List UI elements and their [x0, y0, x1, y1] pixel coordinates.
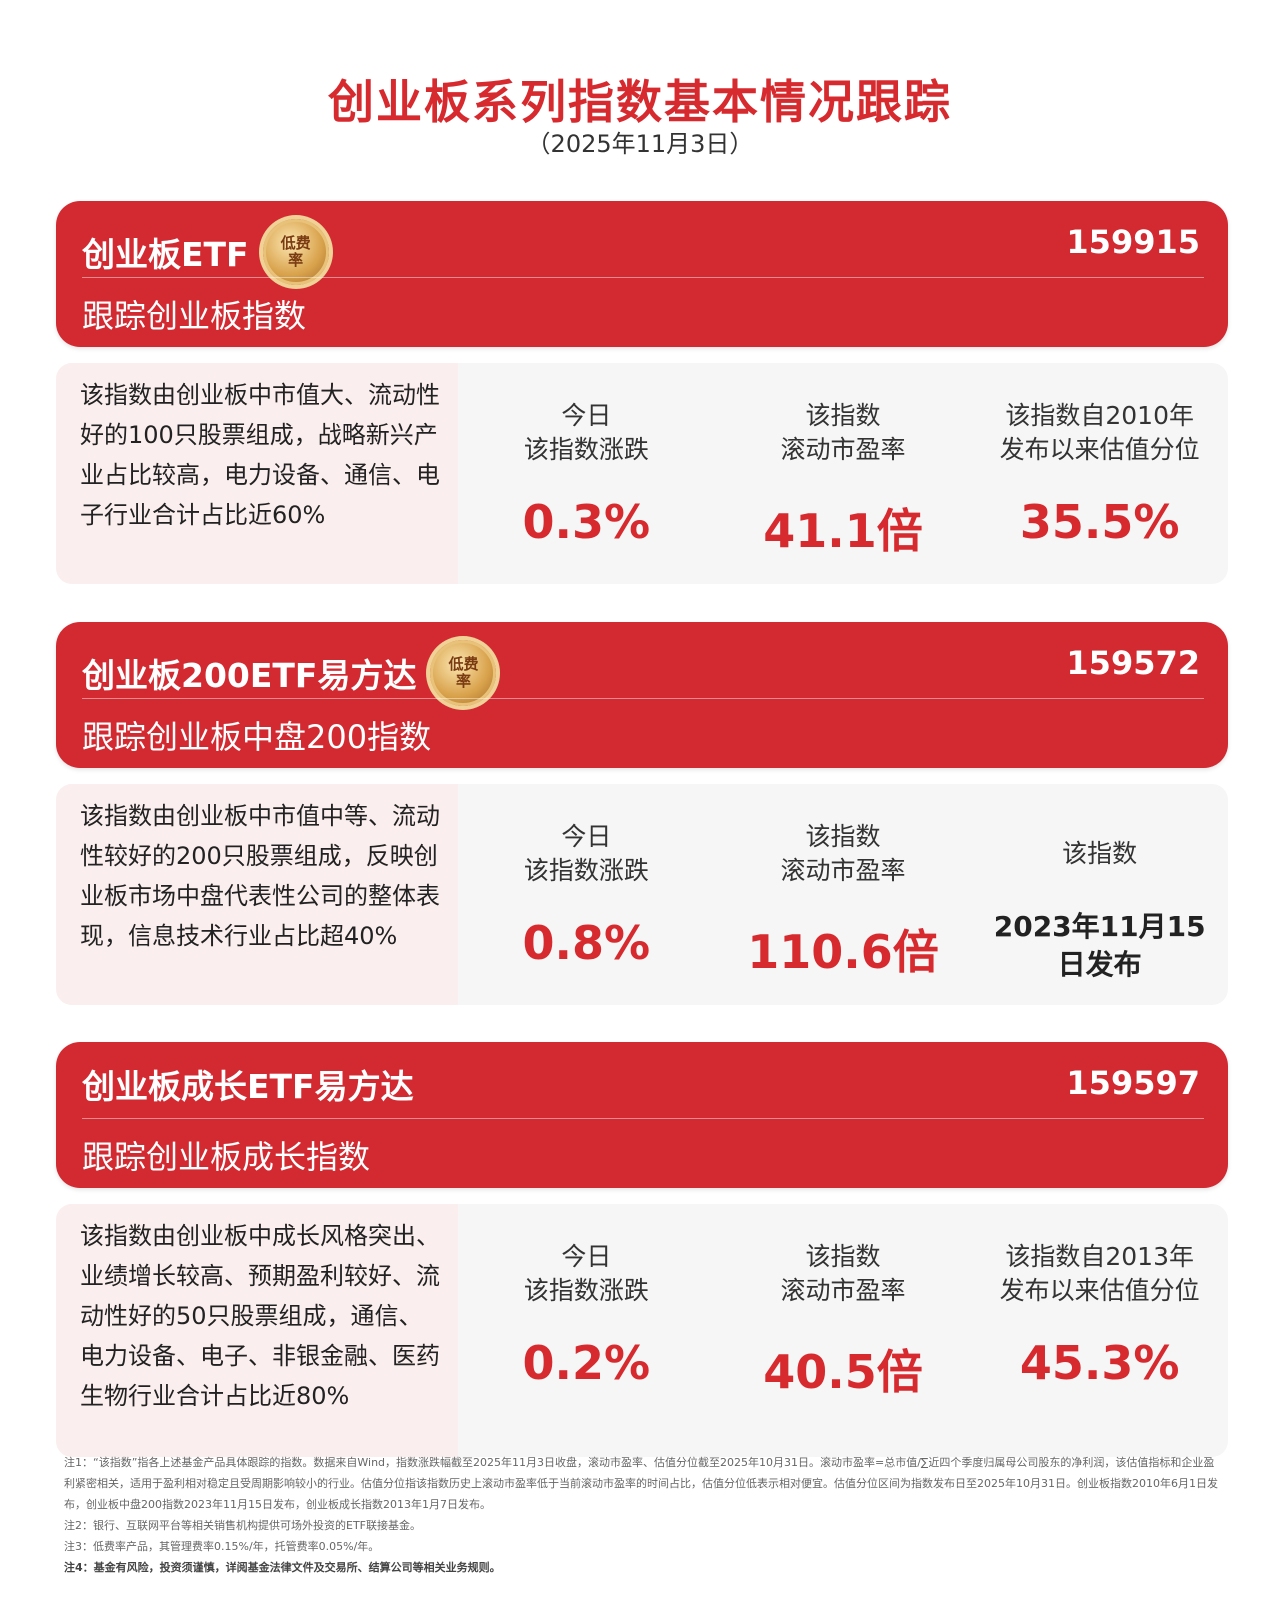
metric-label-line1: 该指数自2010年 [1005, 401, 1194, 430]
note-2: 注2：银行、互联网平台等相关销售机构提供可场外投资的ETF联接基金。 [64, 1519, 421, 1532]
page-title: 创业板系列指数基本情况跟踪 [328, 75, 952, 129]
fund-card: 创业板ETF 低费率 159915 跟踪创业板指数 该指数由创业板中市值大、流动性… [56, 201, 1228, 584]
metric-label-line2: 该指数涨跌 [523, 856, 649, 885]
footnotes: 注1：“该指数”指各上述基金产品具体跟踪的指数。数据来自Wind，指数涨跌幅截至… [64, 1452, 1224, 1578]
metric-column: 今日该指数涨跌 0.3% [458, 363, 715, 584]
metric-value: 40.5倍 [763, 1345, 923, 1399]
fund-details: 该指数由创业板中市值大、流动性好的100只股票组成，战略新兴产业占比较高，电力设… [56, 363, 1228, 584]
metric-label-line2: 该指数涨跌 [523, 1276, 649, 1305]
metric-value: 110.6倍 [747, 925, 939, 979]
metric-label-line1: 该指数 [805, 1242, 881, 1271]
fund-name: 创业板成长ETF易方达 [82, 1067, 414, 1106]
metric-label: 该指数自2013年 发布以来估值分位 [1000, 1234, 1200, 1314]
tracking-index: 跟踪创业板中盘200指数 [82, 718, 432, 756]
metric-value: 45.3% [1019, 1336, 1180, 1390]
fund-code: 159597 [1066, 1064, 1200, 1102]
page-date: （2025年11月3日） [526, 130, 754, 158]
fund-card: 创业板成长ETF易方达 159597 跟踪创业板成长指数 该指数由创业板中成长风… [56, 1042, 1228, 1457]
divider [82, 1118, 1204, 1119]
metric-label-line2: 滚动市盈率 [780, 435, 906, 464]
metric-label-line2: 滚动市盈率 [780, 856, 906, 885]
metric-value: 35.5% [1019, 495, 1180, 549]
metric-label-line1: 该指数 [1062, 839, 1138, 868]
divider [82, 698, 1204, 699]
metric-label-line2: 滚动市盈率 [780, 1276, 906, 1305]
fund-name: 创业板ETF [82, 235, 249, 274]
fund-header: 创业板成长ETF易方达 159597 跟踪创业板成长指数 [56, 1042, 1228, 1188]
metric-column: 该指数滚动市盈率 41.1倍 [715, 363, 972, 584]
index-description: 该指数由创业板中成长风格突出、业绩增长较高、预期盈利较好、流动性好的50只股票组… [56, 1204, 458, 1457]
metric-value: 0.8% [522, 916, 651, 970]
index-description: 该指数由创业板中市值大、流动性好的100只股票组成，战略新兴产业占比较高，电力设… [56, 363, 458, 584]
metric-value: 0.2% [522, 1336, 651, 1390]
note-4: 注4：基金有风险，投资须谨慎，详阅基金法律文件及交易所、结算公司等相关业务规则。 [64, 1561, 501, 1574]
metric-label: 该指数自2010年 发布以来估值分位 [1000, 393, 1200, 473]
fund-name: 创业板200ETF易方达 [82, 656, 417, 695]
low-fee-badge-icon: 低费率 [430, 640, 497, 706]
low-fee-badge-icon: 低费率 [262, 219, 329, 285]
metric-value: 41.1倍 [763, 504, 923, 558]
metric-label-line2: 发布以来估值分位 [999, 1276, 1200, 1305]
fund-details: 该指数由创业板中成长风格突出、业绩增长较高、预期盈利较好、流动性好的50只股票组… [56, 1204, 1228, 1457]
metric-label: 今日 该指数涨跌 [524, 1234, 649, 1314]
metric-label-line1: 该指数 [805, 822, 881, 851]
badge-text: 低费率 [280, 234, 311, 269]
index-description: 该指数由创业板中市值中等、流动性较好的200只股票组成，反映创业板市场中盘代表性… [56, 784, 458, 1005]
metric-label: 该指数 滚动市盈率 [781, 814, 906, 894]
tracking-index: 跟踪创业板指数 [82, 297, 307, 335]
metric-label-line1: 该指数 [805, 401, 881, 430]
metric-column: 该指数自2010年 发布以来估值分位 35.5% [971, 363, 1228, 584]
metric-label: 该指数 [1062, 814, 1137, 894]
metric-column: 今日该指数涨跌 0.8% [458, 784, 715, 1005]
metric-label-line1: 今日 [561, 401, 612, 430]
divider [82, 277, 1204, 278]
metric-value: 0.3% [522, 495, 651, 549]
metric-label-line2: 该指数涨跌 [523, 435, 649, 464]
metric-column: 该指数滚动市盈率 40.5倍 [715, 1204, 972, 1457]
fund-header: 创业板200ETF易方达 低费率 159572 跟踪创业板中盘200指数 [56, 622, 1228, 768]
fund-details: 该指数由创业板中市值中等、流动性较好的200只股票组成，反映创业板市场中盘代表性… [56, 784, 1228, 1005]
metric-label: 该指数 滚动市盈率 [781, 1234, 906, 1314]
metric-column: 该指数 2023年11月15日发布 [971, 784, 1228, 1005]
fund-code: 159572 [1066, 644, 1200, 682]
metric-label: 今日 该指数涨跌 [524, 393, 649, 473]
metric-label-line2: 发布以来估值分位 [999, 435, 1200, 464]
metric-column: 今日该指数涨跌 0.2% [458, 1204, 715, 1457]
metric-label-line1: 今日 [561, 822, 612, 851]
metric-column: 该指数自2013年 发布以来估值分位 45.3% [971, 1204, 1228, 1457]
tracking-index: 跟踪创业板成长指数 [82, 1138, 371, 1176]
fund-card: 创业板200ETF易方达 低费率 159572 跟踪创业板中盘200指数 该指数由… [56, 622, 1228, 1005]
note-3: 注3：低费率产品，其管理费率0.15%/年，托管费率0.05%/年。 [64, 1540, 380, 1553]
fund-code: 159915 [1066, 223, 1200, 261]
metric-label: 今日 该指数涨跌 [524, 814, 649, 894]
metric-column: 该指数滚动市盈率 110.6倍 [715, 784, 972, 1005]
metric-label-line1: 今日 [561, 1242, 612, 1271]
note-1: 注1：“该指数”指各上述基金产品具体跟踪的指数。数据来自Wind，指数涨跌幅截至… [64, 1456, 1218, 1511]
metric-label: 该指数 滚动市盈率 [781, 393, 906, 473]
badge-text: 低费率 [448, 655, 479, 690]
metric-label-line1: 该指数自2013年 [1005, 1242, 1194, 1271]
fund-header: 创业板ETF 低费率 159915 跟踪创业板指数 [56, 201, 1228, 347]
metric-value: 2023年11月15日发布 [993, 910, 1206, 981]
